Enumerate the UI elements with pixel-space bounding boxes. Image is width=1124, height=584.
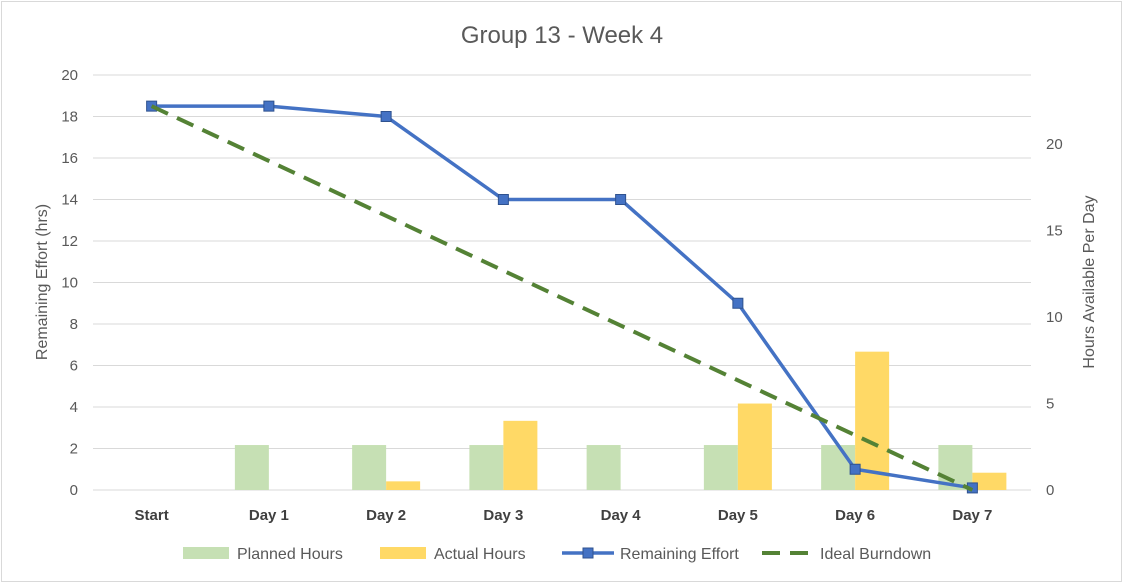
- remaining-effort-line: [151, 104, 973, 490]
- y-tick-label: 10: [61, 275, 78, 292]
- x-tick-label: Day 7: [952, 507, 992, 524]
- legend-label: Planned Hours: [237, 546, 343, 563]
- planned-hours-bar: [469, 445, 504, 490]
- planned-hours-bar: [586, 445, 621, 490]
- y-tick-label: 20: [61, 67, 78, 84]
- y-tick-label: 18: [61, 109, 78, 126]
- y-tick-label: 4: [70, 399, 78, 416]
- y-tick-label: 0: [70, 482, 78, 499]
- x-tick-label: Day 2: [366, 507, 406, 524]
- planned-hours-bar: [703, 445, 738, 490]
- legend: Planned Hours Actual Hours Remaining Effor…: [183, 546, 931, 563]
- x-tick-label: Day 6: [835, 507, 875, 524]
- remaining-effort-marker: [732, 297, 744, 309]
- legend-label: Remaining Effort: [620, 546, 739, 563]
- x-axis: Start Day 1 Day 2 Day 3 Day 4 Day 5 Day 6 Day 7: [135, 507, 993, 524]
- x-tick-label: Start: [135, 507, 169, 524]
- actual-hours-bar: [972, 472, 1007, 490]
- x-tick-label: Day 5: [718, 507, 758, 524]
- bars-layer: [234, 351, 1007, 490]
- legend-swatch: [183, 547, 229, 559]
- y-tick-label: 8: [70, 316, 78, 333]
- y-tick-label: 12: [61, 233, 78, 250]
- legend-label: Actual Hours: [434, 546, 526, 563]
- remaining-effort-marker: [380, 111, 392, 122]
- y-axis-label: Remaining Effort (hrs): [34, 204, 51, 360]
- actual-hours-bar: [386, 481, 421, 490]
- remaining-effort-marker: [615, 194, 627, 205]
- remaining-effort-marker: [497, 194, 509, 205]
- lines-layer: [146, 100, 978, 494]
- planned-hours-bar: [352, 445, 387, 490]
- x-tick-label: Day 4: [601, 507, 642, 524]
- y-tick-label: 14: [61, 192, 78, 209]
- actual-hours-bar: [737, 403, 772, 490]
- y2-tick-label: 15: [1046, 223, 1063, 240]
- remaining-effort-marker: [263, 100, 275, 112]
- legend-marker: [582, 547, 594, 559]
- planned-hours-bar: [234, 445, 269, 490]
- ideal-burndown-line: [150, 104, 974, 492]
- y2-tick-label: 20: [1046, 136, 1063, 153]
- y2-tick-label: 10: [1046, 309, 1063, 326]
- gridlines: [93, 74, 1031, 491]
- y-tick-label: 6: [70, 358, 78, 375]
- y2-tick-label: 5: [1046, 396, 1054, 413]
- legend-swatch: [380, 547, 426, 559]
- planned-hours-bar: [821, 445, 856, 490]
- y-tick-label: 2: [70, 441, 78, 458]
- y2-axis-label: Hours Available Per Day: [1081, 195, 1098, 368]
- chart-title: Group 13 - Week 4: [461, 22, 663, 49]
- x-tick-label: Day 1: [249, 507, 289, 524]
- actual-hours-bar: [503, 420, 538, 490]
- secondary-y-axis: 0 5 10 15 20: [1046, 136, 1063, 499]
- y2-tick-label: 0: [1046, 482, 1054, 499]
- x-tick-label: Day 3: [483, 507, 523, 524]
- legend-label: Ideal Burndown: [820, 546, 931, 563]
- remaining-effort-marker: [849, 463, 861, 475]
- y-tick-label: 16: [61, 150, 78, 167]
- primary-y-axis: 0 2 4 6 8 10 12 14 16 18 20: [61, 67, 78, 499]
- actual-hours-bar: [855, 351, 890, 490]
